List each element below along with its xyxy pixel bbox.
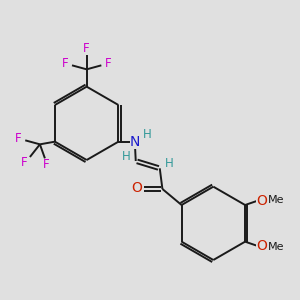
Text: H: H [143,128,152,142]
Text: F: F [83,41,90,55]
Text: O: O [131,181,142,195]
Text: F: F [21,157,27,169]
Text: F: F [15,132,22,145]
Text: F: F [62,57,69,70]
Text: H: H [122,150,131,163]
Text: O: O [256,239,267,253]
Text: Me: Me [268,195,285,205]
Text: H: H [165,157,173,170]
Text: O: O [256,194,267,208]
Text: F: F [105,57,111,70]
Text: N: N [130,135,140,149]
Text: F: F [43,158,50,172]
Text: Me: Me [268,242,285,252]
